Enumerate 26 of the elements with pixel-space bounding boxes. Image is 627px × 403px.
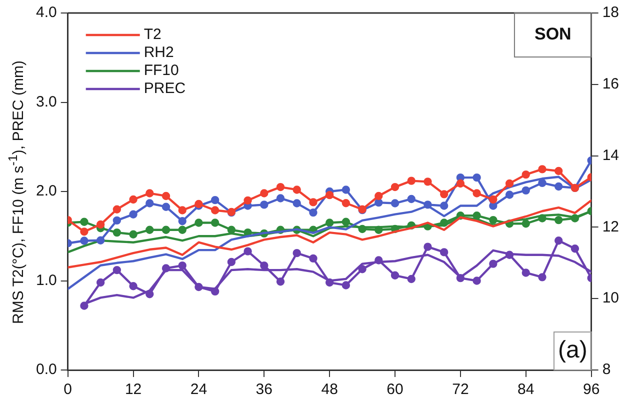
x-tick-label: 48 — [321, 381, 338, 398]
legend-label: RH2 — [144, 44, 174, 62]
y-tick-label: 2.0 — [36, 182, 57, 200]
y-tick-label: 3.0 — [36, 93, 57, 110]
annotation: (a) — [558, 336, 588, 364]
annotation: SON — [534, 24, 572, 44]
x-tick-label: 36 — [256, 381, 272, 398]
y2-tick-label: 8 — [602, 361, 611, 378]
legend-label: T2 — [144, 26, 162, 44]
x-tick-label: 96 — [582, 381, 600, 398]
x-tick-label: 84 — [518, 381, 534, 398]
y2-tick-label: 18 — [602, 4, 620, 22]
legend-label: FF10 — [144, 62, 179, 80]
y-tick-label: 4.0 — [36, 4, 57, 22]
y2-tick-label: 10 — [602, 290, 620, 307]
y2-tick-label: 12 — [602, 218, 620, 236]
x-tick-label: 24 — [190, 381, 208, 398]
x-tick-label: 72 — [452, 381, 469, 398]
legend-label: PREC — [144, 80, 186, 98]
y2-tick-label: 14 — [602, 146, 620, 164]
x-tick-label: 0 — [64, 381, 72, 398]
y-tick-label: 1.0 — [36, 272, 57, 289]
x-tick-label: 12 — [124, 381, 142, 398]
x-tick-label: 60 — [386, 381, 404, 398]
y2-tick-label: 16 — [602, 76, 620, 93]
y-tick-label: 0.0 — [36, 361, 57, 378]
